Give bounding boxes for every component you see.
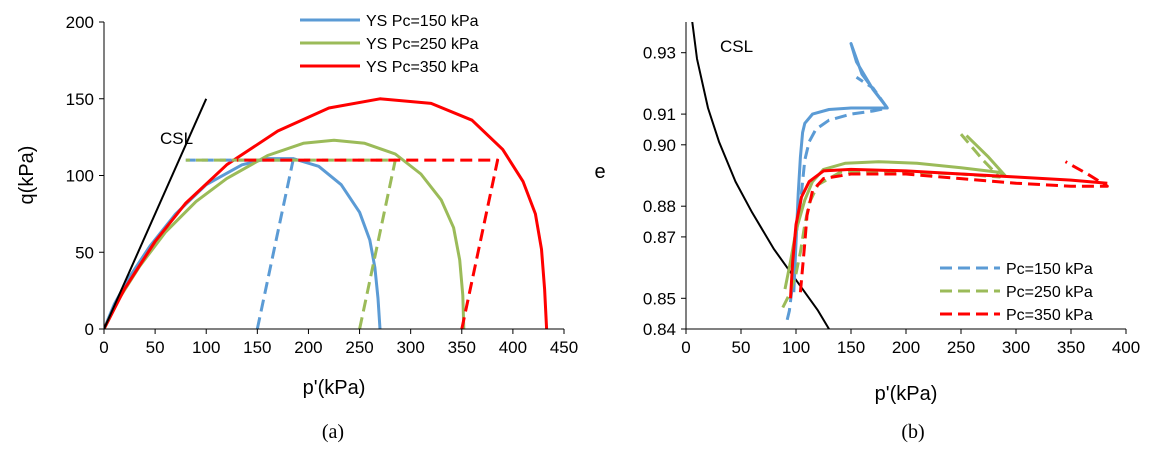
panel-b-tick-labels: 0 50 100 150 200 250 300 350 400 0.84 0.85 0.87 0.88… (643, 44, 1140, 357)
x-tick-label: 400 (1112, 338, 1140, 357)
series-line-ys-pc-250-kpa (104, 138, 466, 329)
x-tick-label: 250 (345, 338, 373, 357)
series-line-pc-350-kpa (798, 160, 1109, 293)
y-tick-label: 0 (85, 320, 94, 339)
panel-a-series (104, 97, 549, 329)
x-tick-label: 400 (499, 338, 527, 357)
legend-label: Pc=150 kPa (1006, 261, 1093, 278)
y-tick-label: 0.90 (643, 136, 676, 155)
y-tick-label: 200 (66, 13, 94, 32)
series-line-a-3 (104, 98, 208, 329)
y-tick-label: 150 (66, 90, 94, 109)
legend-label: YS Pc=150 kPa (366, 13, 479, 30)
series-line-a-4 (185, 158, 295, 329)
series-line-b-5 (789, 167, 1108, 299)
panel-b-x-label: p'(kPa) (875, 383, 938, 405)
series-line-a-6 (236, 158, 500, 329)
panel-b-legend: Pc=150 kPa Pc=250 kPa Pc=350 kPa (940, 261, 1093, 324)
series-line-ys-pc-350-kpa (104, 97, 549, 329)
x-tick-label: 150 (837, 338, 865, 357)
panel-a-legend: YS Pc=150 kPa YS Pc=250 kPa YS Pc=350 kPa (300, 13, 479, 76)
series-line-b-1 (792, 42, 889, 293)
y-tick-label: 100 (66, 167, 94, 186)
x-tick-label: 100 (192, 338, 220, 357)
y-tick-label: 50 (75, 243, 94, 262)
x-tick-label: 200 (892, 338, 920, 357)
panel-a-y-label: q(kPa) (16, 146, 38, 205)
y-tick-label: 0.87 (643, 228, 676, 247)
y-tick-label: 0.91 (643, 105, 676, 124)
x-tick-label: 50 (146, 338, 165, 357)
x-tick-label: 50 (732, 338, 751, 357)
x-tick-label: 300 (396, 338, 424, 357)
legend-label: YS Pc=350 kPa (366, 59, 479, 76)
x-tick-label: 250 (947, 338, 975, 357)
panel-a-x-label: p'(kPa) (303, 377, 366, 399)
x-tick-label: 0 (99, 338, 108, 357)
x-tick-label: 350 (448, 338, 476, 357)
legend-label: YS Pc=250 kPa (366, 36, 479, 53)
panel-b-series (691, 22, 1109, 329)
x-tick-label: 350 (1057, 338, 1085, 357)
y-tick-label: 0.93 (643, 44, 676, 63)
series-line-b-0 (691, 22, 830, 329)
x-tick-label: 300 (1002, 338, 1030, 357)
panel-a: 0 50 100 150 200 250 300 350 400 450050100150200 … (16, 13, 578, 443)
caption-b: (b) (901, 421, 924, 443)
panel-b-csl-label: CSL (720, 37, 753, 56)
x-tick-label: 150 (243, 338, 271, 357)
y-tick-label: 0.84 (643, 320, 676, 339)
x-tick-label: 0 (681, 338, 690, 357)
x-tick-label: 200 (294, 338, 322, 357)
panel-b-y-label: e (594, 161, 605, 183)
panel-a-tick-labels: 0 50 100 150 200 250 300 350 400 450 0 50 100 150 200 (66, 13, 579, 357)
y-tick-label: 0.88 (643, 197, 676, 216)
series-line-b-3 (783, 134, 1007, 290)
series-line-ys-pc-150-kpa (104, 157, 382, 329)
legend-label: Pc=250 kPa (1006, 284, 1093, 301)
legend-label: Pc=350 kPa (1006, 307, 1093, 324)
x-tick-label: 100 (782, 338, 810, 357)
panel-a-csl-label: CSL (160, 129, 193, 148)
caption-a: (a) (322, 421, 344, 443)
x-tick-label: 450 (550, 338, 578, 357)
series-line-pc-250-kpa (781, 133, 1001, 309)
y-tick-label: 0.85 (643, 289, 676, 308)
panel-b: 0 50 100 150 200 250 300 350 400 0.84 0.85 0.87 0.88… (594, 22, 1140, 443)
